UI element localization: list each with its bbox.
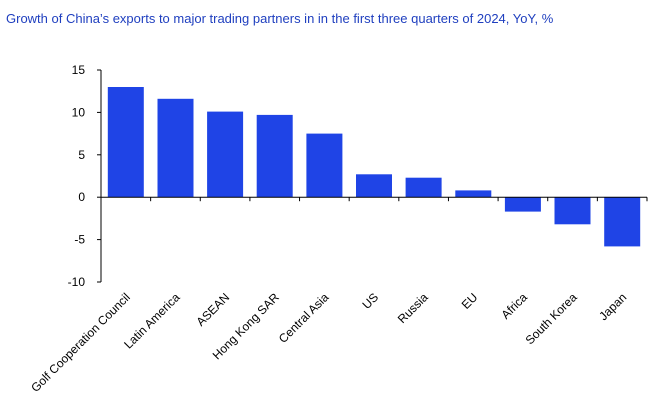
bar-russia [405,177,442,198]
y-axis-ticks: -10 -5 0 5 10 15 [68,63,101,289]
x-tick-label: Japan [596,290,629,323]
axes-group [100,70,648,282]
bar-golf-cooperation-council [107,87,144,198]
x-tick-label: Central Asia [276,290,332,346]
y-tick-label: 10 [72,105,86,119]
bar-asean [207,111,244,198]
x-tick-label: Golf Cooperation Council [28,290,133,395]
x-tick-label: Africa [498,290,530,322]
y-tick-label: 15 [72,63,86,77]
y-tick-label: -5 [74,233,85,247]
bar-hong-kong-sar [256,114,293,198]
x-tick-label: ASEAN [194,290,233,329]
bars-group [107,87,641,247]
x-tick-label: Russia [395,290,431,326]
bar-south-korea [554,197,591,225]
y-tick-label: -10 [68,275,86,289]
bar-central-asia [306,133,343,198]
bar-africa [504,197,541,212]
bar-japan [604,197,641,247]
bar-us [356,174,392,198]
x-tick-label: South Korea [523,290,580,347]
y-tick-label: 5 [78,148,85,162]
bar-eu [455,190,492,198]
x-tick-label: US [359,290,381,312]
y-tick-label: 0 [78,190,85,204]
chart-title: Growth of China’s exports to major tradi… [6,11,554,26]
bar-latin-america [157,98,194,198]
x-tick-label: EU [459,290,481,312]
